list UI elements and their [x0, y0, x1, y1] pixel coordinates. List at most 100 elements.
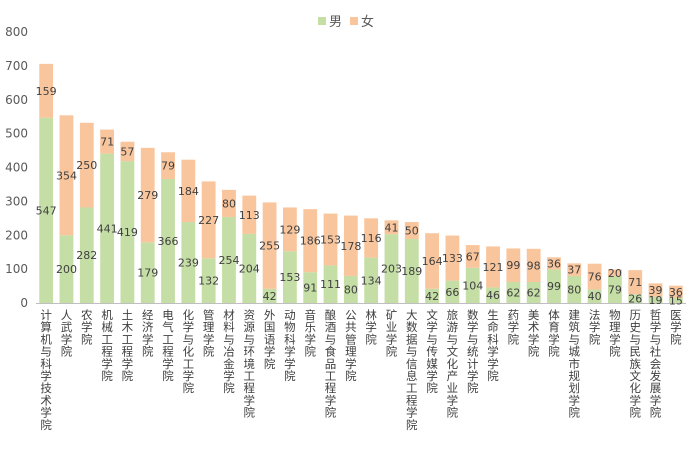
bar-segment-female [140, 147, 155, 243]
data-label-male: 46 [486, 289, 500, 302]
category-label: 林学院 [365, 308, 377, 346]
data-label-female: 250 [76, 159, 97, 172]
bar-segment-male [120, 161, 135, 303]
data-label-female: 121 [483, 261, 504, 274]
data-label-male: 204 [239, 262, 260, 275]
data-label-female: 164 [422, 255, 443, 268]
data-label-female: 79 [161, 160, 175, 173]
category-label: 药学院 [508, 308, 520, 346]
bar-segment-male [140, 242, 155, 303]
data-label-female: 71 [100, 136, 114, 149]
bar-segment-female [181, 159, 196, 223]
bar-segment-female [120, 141, 135, 162]
bar-segment-female [364, 218, 379, 258]
data-label-female: 153 [320, 233, 341, 246]
data-label-male: 19 [649, 294, 663, 307]
category-label: 机械工程学院 [101, 308, 113, 383]
category-label: 资源与环境工程学院 [244, 308, 256, 420]
data-label-female: 57 [120, 145, 134, 158]
bar-segment-female [303, 209, 318, 273]
data-label-female: 50 [405, 225, 419, 238]
category-label: 酿酒与食品工程学院 [325, 308, 337, 420]
category-label: 音乐学院 [304, 308, 316, 359]
data-label-male: 419 [117, 226, 138, 239]
y-tick-label: 600 [5, 93, 28, 107]
bar-segment-female [79, 122, 94, 208]
bar-segment-male [39, 117, 54, 303]
data-label-female: 159 [36, 85, 57, 98]
category-label: 外国语学院 [264, 308, 276, 371]
bar-segment-male [303, 272, 318, 303]
data-label-female: 99 [506, 259, 520, 272]
bar-segment-male [628, 294, 643, 303]
bars: 547 159 200 354 282 250 441 71 419 57 179 279 366 79 2… [36, 63, 683, 307]
category-label: 旅游与文化产业学院 [447, 308, 459, 420]
bar-segment-male [465, 267, 480, 303]
data-label-male: 80 [567, 283, 581, 296]
bar-segment-male [79, 207, 94, 303]
bar-segment-male [567, 275, 582, 303]
data-label-male: 42 [425, 290, 439, 303]
bar-segment-male [201, 258, 216, 303]
bar-segment-female [526, 248, 541, 282]
y-tick-label: 300 [5, 194, 28, 208]
bar-segment-male [181, 222, 196, 303]
data-label-female: 37 [567, 264, 581, 277]
y-tick-label: 700 [5, 59, 28, 73]
data-label-female: 354 [56, 169, 77, 182]
category-label: 生命科学学院 [487, 308, 499, 383]
bar-segment-female [283, 207, 297, 252]
bar-segment-male [384, 234, 399, 303]
data-label-female: 36 [547, 257, 561, 270]
bar-segment-female [404, 222, 419, 239]
category-label: 大数据与信息工程学院 [406, 308, 418, 432]
bar-segment-male [222, 216, 236, 303]
y-tick-label: 200 [5, 228, 28, 242]
data-label-male: 203 [381, 263, 402, 276]
y-tick-label: 400 [5, 161, 28, 175]
category-label: 历史与民族文化学院 [629, 308, 641, 420]
bar-segment-male [262, 288, 277, 303]
data-label-male: 26 [628, 293, 642, 306]
category-label: 农学院 [81, 308, 93, 346]
category-label: 法学院 [589, 308, 601, 346]
data-label-female: 41 [384, 221, 398, 234]
y-tick-label: 500 [5, 127, 28, 141]
bar-segment-female [161, 152, 175, 180]
x-axis: 计算机与科学技术学院人武学院农学院机械工程学院土木工程学院经济学院电气工程学院化… [40, 308, 682, 432]
data-label-male: 153 [279, 271, 300, 284]
data-label-female: 20 [608, 267, 622, 280]
category-label: 建筑与城市规划学院 [569, 308, 581, 420]
legend-swatch [318, 17, 326, 25]
bar-segment-female [628, 270, 643, 295]
bar-segment-female [587, 263, 602, 290]
data-label-female: 133 [442, 252, 463, 265]
data-label-female: 129 [279, 223, 300, 236]
category-label: 公共管理学院 [345, 308, 357, 383]
y-axis: 0 100 200 300 400 500 600 700 800 [5, 25, 686, 310]
bar-segment-female [384, 220, 399, 235]
bar-segment-female [242, 195, 257, 234]
bar-segment-female [39, 63, 54, 118]
data-label-female: 39 [649, 284, 663, 297]
bar-segment-female [201, 181, 216, 259]
data-label-male: 91 [303, 282, 317, 295]
bar-segment-male [668, 297, 683, 303]
category-label: 哲学与社会发展学院 [650, 308, 662, 420]
category-label: 管理学院 [203, 308, 215, 359]
data-label-male: 441 [97, 222, 118, 235]
bar-segment-female [262, 202, 277, 289]
data-label-male: 80 [344, 283, 358, 296]
data-label-male: 99 [547, 280, 561, 293]
bar-segment-male [364, 257, 379, 303]
data-label-male: 104 [462, 279, 483, 292]
category-label: 美术学院 [528, 308, 540, 359]
bar-segment-female [465, 245, 480, 268]
bar-segment-male [547, 269, 561, 303]
bar-segment-female [567, 263, 582, 276]
bar-segment-female [608, 269, 622, 277]
data-label-male: 42 [263, 290, 277, 303]
bar-segment-female [445, 235, 460, 281]
bar-segment-male [587, 289, 602, 303]
data-label-female: 178 [340, 240, 361, 253]
